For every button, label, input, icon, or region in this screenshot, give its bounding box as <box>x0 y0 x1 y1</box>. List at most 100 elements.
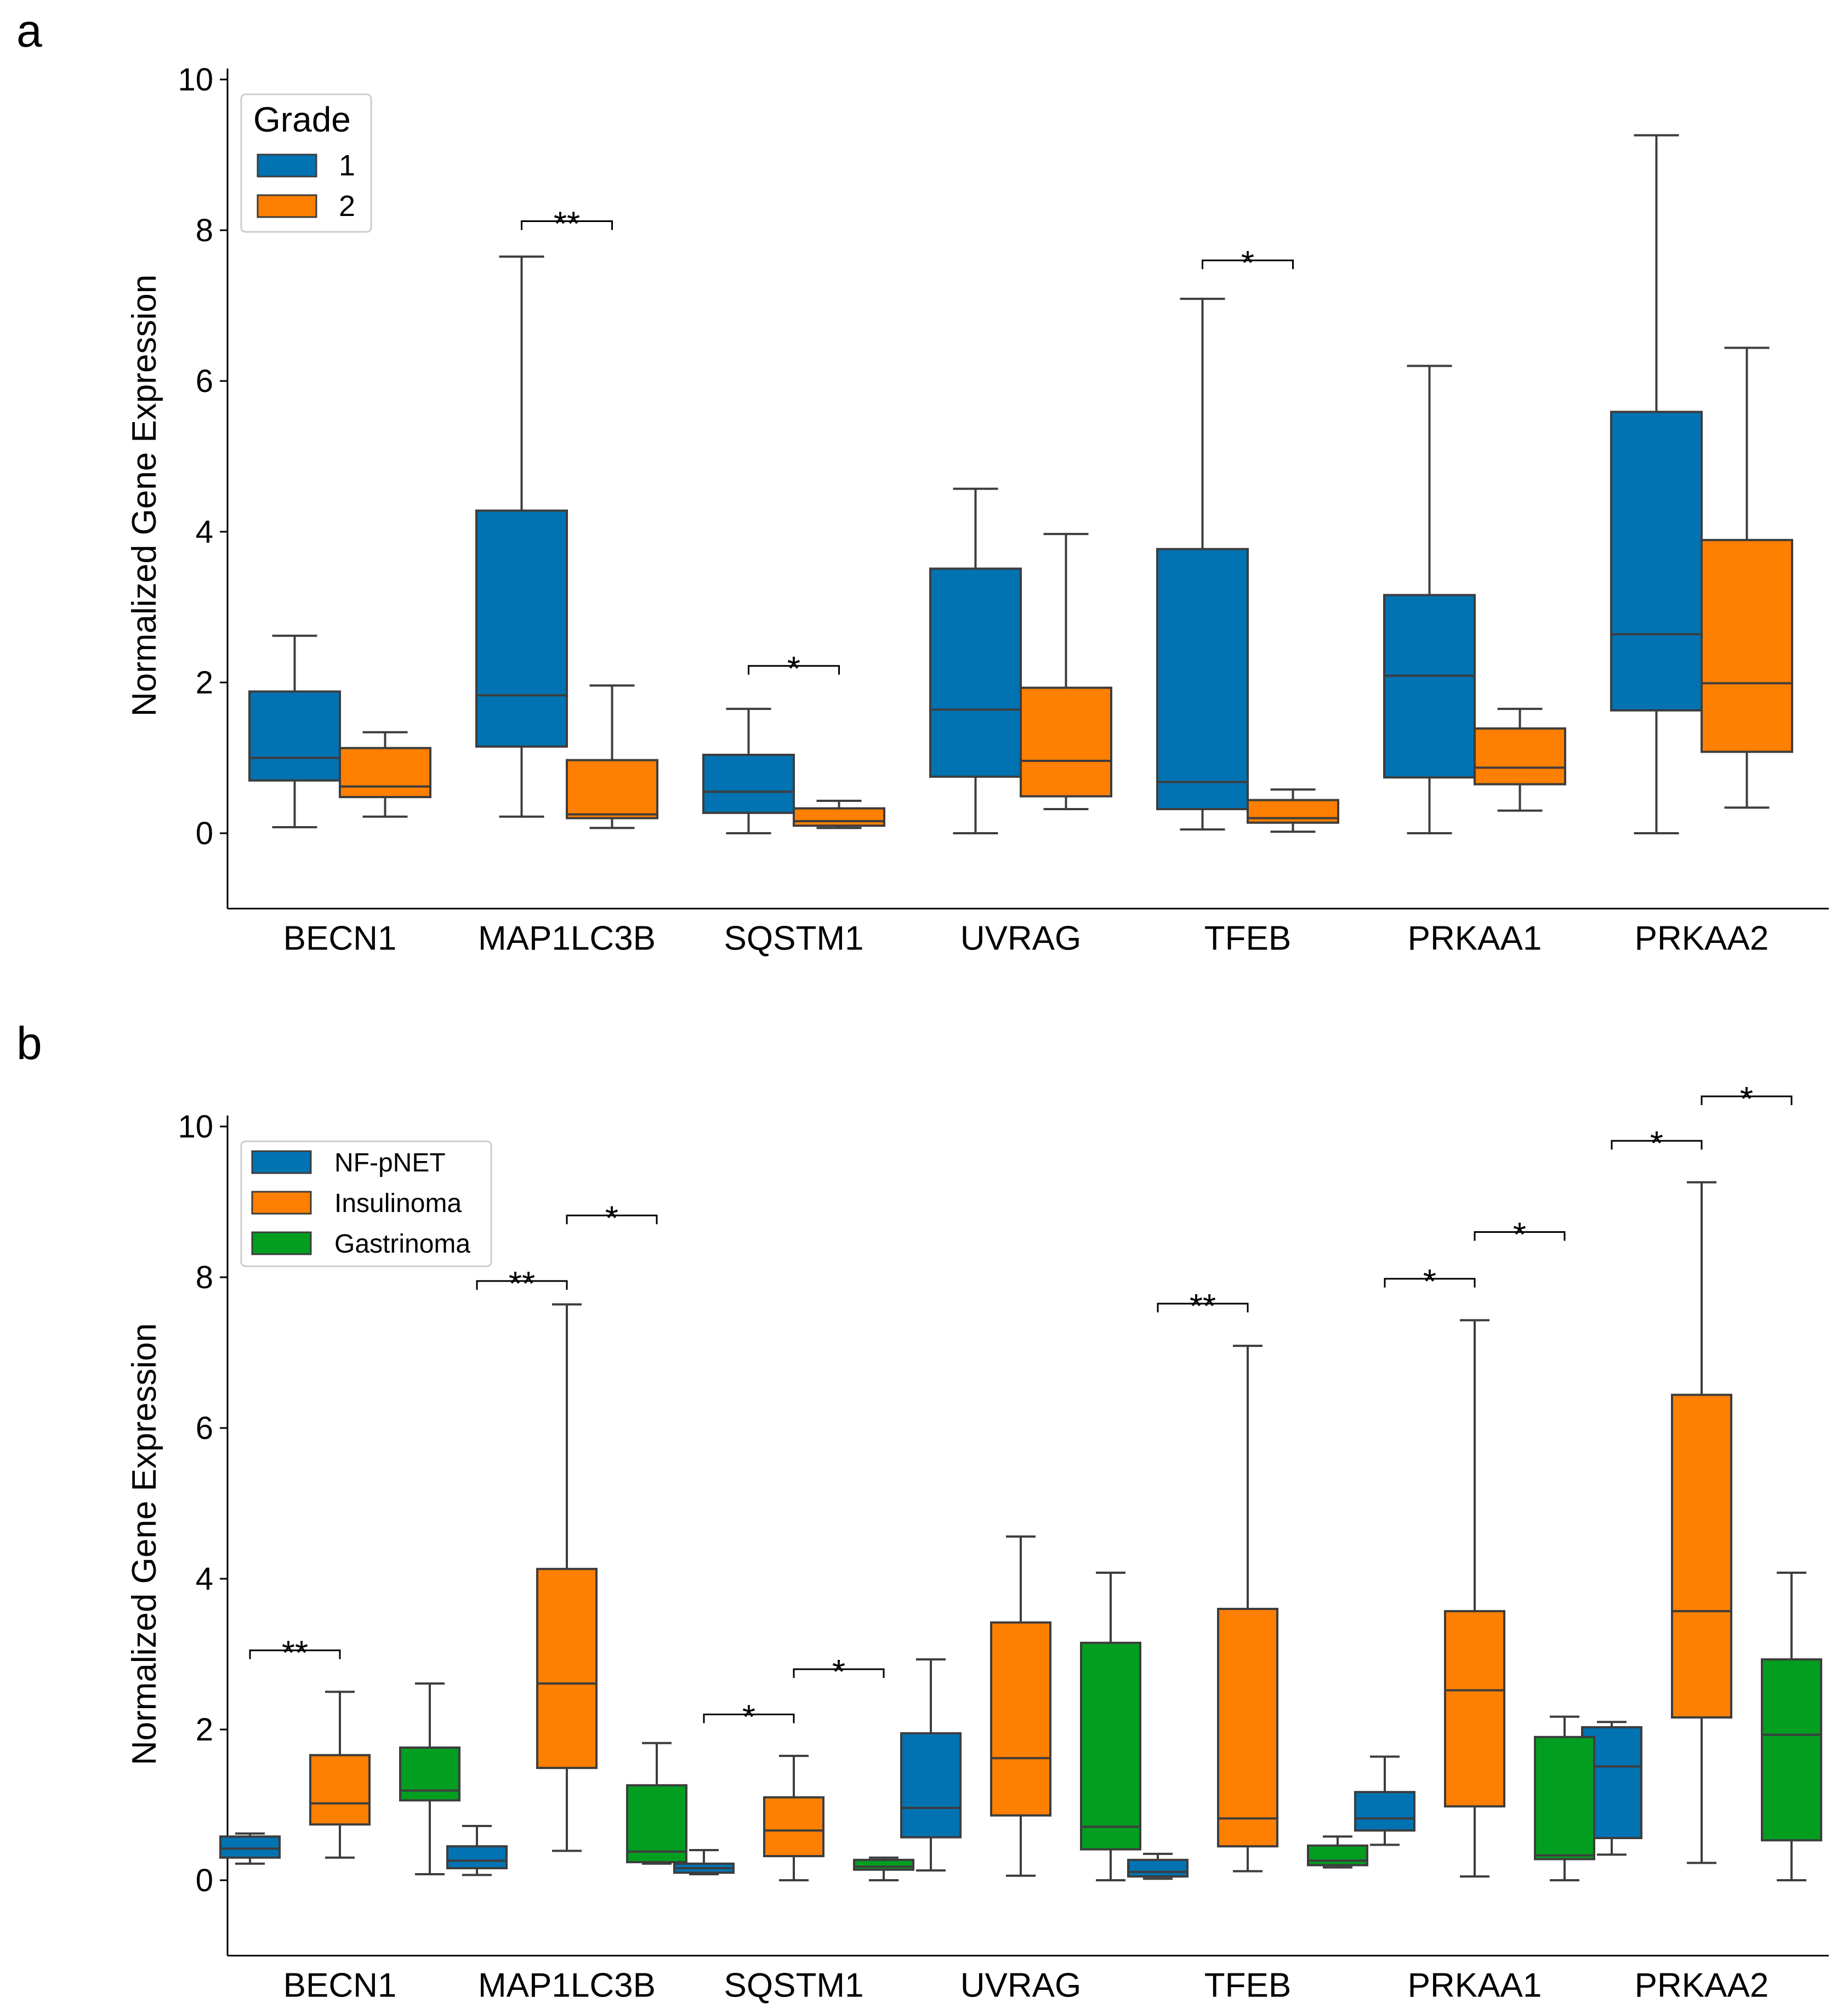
panel-a-box-prkaa1-2-iqr <box>1474 727 1566 786</box>
panel-a-box-prkaa2-1-iqr <box>1610 411 1703 712</box>
panel-b-sig-map1lc3b-nf-pnet-vs-insulinoma-label: ** <box>509 1265 535 1303</box>
panel-b-x-label-becn1: BECN1 <box>283 1967 397 2005</box>
panel-b-sig-prkaa1-insulinoma-vs-gastrinoma-bracket <box>1474 1231 1566 1241</box>
panel-b-box-map1lc3b-insulinoma <box>536 1303 598 1852</box>
panel-b-box-map1lc3b-nf-pnet <box>446 1825 508 1876</box>
panel-a-box-sqstm1-2 <box>793 799 885 829</box>
panel-b-legend-swatch-nf-pnet <box>251 1150 312 1174</box>
panel-a-box-map1lc3b-1 <box>475 255 568 818</box>
panel-b-x-label-tfeb: TFEB <box>1204 1967 1291 2005</box>
panel-a-y-tick-label-8: 8 <box>196 213 213 248</box>
panel-b-sig-map1lc3b-insulinoma-vs-gastrinoma-bracket <box>566 1214 658 1225</box>
panel-b-sig-prkaa2-nf-pnet-vs-insulinoma-bracket <box>1611 1140 1703 1150</box>
panel-b-legend-label-nf-pnet: NF-pNET <box>334 1148 446 1177</box>
panel-a-box-tfeb-2 <box>1247 788 1339 833</box>
panel-b-sig-tfeb-nf-pnet-vs-insulinoma-label: ** <box>1190 1288 1216 1325</box>
panel-b-y-tick-label-4: 4 <box>196 1561 213 1597</box>
panel-b-x-label-prkaa1: PRKAA1 <box>1408 1967 1542 2005</box>
panel-a-box-prkaa2-1 <box>1610 134 1703 834</box>
panel-a-box-uvrag-2-iqr <box>1020 686 1112 798</box>
panel-b-box-prkaa1-insulinoma <box>1444 1319 1505 1878</box>
panel-b-box-prkaa1-insulinoma-iqr <box>1444 1610 1505 1808</box>
panel-a-letter: a <box>16 5 42 56</box>
panel-b-box-uvrag-gastrinoma <box>1080 1572 1141 1881</box>
panel-a-x-label-tfeb: TFEB <box>1204 920 1291 958</box>
panel-a-sig-map1lc3b-1-vs-2-label: ** <box>554 206 580 243</box>
panel-b-box-prkaa1-gastrinoma <box>1534 1715 1595 1881</box>
panel-b: b Normalized Gene Expression 0 2 4 6 8 10 BECN… <box>16 1017 1829 2005</box>
panel-b-sig-sqstm1-insulinoma-vs-gastrinoma-bracket <box>793 1668 885 1678</box>
panel-b-legend-swatch-insulinoma <box>251 1191 312 1215</box>
panel-b-box-uvrag-nf-pnet <box>900 1658 962 1872</box>
panel-b-sig-prkaa1-nf-pnet-vs-insulinoma-bracket <box>1384 1278 1476 1288</box>
panel-a-sig-map1lc3b-1-vs-2-bracket <box>521 220 613 230</box>
panel-b-sig-sqstm1-insulinoma-vs-gastrinoma-label: * <box>832 1653 845 1691</box>
panel-b-box-prkaa2-gastrinoma-iqr <box>1761 1658 1822 1842</box>
panel-a-box-prkaa2-2-iqr <box>1701 539 1793 753</box>
panel-a-sig-tfeb-1-vs-2-label: * <box>1241 244 1254 282</box>
panel-a-box-map1lc3b-2-iqr <box>566 759 658 820</box>
panel-a-legend-swatch-1 <box>257 153 317 178</box>
panel-b-box-map1lc3b-nf-pnet-iqr <box>446 1845 508 1869</box>
panel-b-sig-becn1-nf-pnet-vs-insulinoma-bracket <box>249 1649 341 1659</box>
panel-b-box-tfeb-insulinoma <box>1217 1345 1278 1873</box>
panel-a: a Normalized Gene Expression 0 2 4 6 8 10 BECN… <box>16 5 1829 958</box>
panel-a-box-becn1-1-iqr <box>248 690 341 782</box>
panel-b-box-uvrag-insulinoma-iqr <box>990 1621 1051 1817</box>
panel-a-legend: Grade 1 2 <box>240 93 372 233</box>
panel-b-box-sqstm1-gastrinoma-iqr <box>853 1858 914 1871</box>
panel-b-box-sqstm1-gastrinoma <box>853 1856 914 1881</box>
panel-b-box-prkaa1-nf-pnet <box>1354 1755 1415 1846</box>
panel-b-sig-sqstm1-nf-pnet-vs-insulinoma-bracket <box>703 1714 795 1723</box>
panel-a-y-tick-label-2: 2 <box>196 665 213 701</box>
panel-b-box-tfeb-gastrinoma <box>1307 1835 1368 1869</box>
panel-b-box-prkaa2-gastrinoma <box>1761 1572 1822 1881</box>
panel-b-y-tick-label-6: 6 <box>196 1410 213 1446</box>
panel-b-legend: NF-pNET Insulinoma Gastrinoma <box>240 1140 492 1267</box>
panel-a-box-sqstm1-2-iqr <box>793 807 885 827</box>
panel-b-x-label-sqstm1: SQSTM1 <box>724 1967 864 2005</box>
panel-a-box-prkaa2-2 <box>1701 346 1793 809</box>
panel-b-x-label-map1lc3b: MAP1LC3B <box>478 1967 656 2005</box>
panel-b-sig-prkaa2-nf-pnet-vs-insulinoma-label: * <box>1650 1125 1663 1163</box>
panel-a-box-prkaa1-1-iqr <box>1383 594 1476 779</box>
panel-b-sig-sqstm1-nf-pnet-vs-insulinoma-label: * <box>742 1699 755 1737</box>
panel-a-y-tick-label-0: 0 <box>196 816 213 851</box>
panel-a-box-uvrag-1-iqr <box>929 567 1022 778</box>
panel-b-legend-swatch-gastrinoma <box>251 1231 312 1255</box>
panel-a-box-sqstm1-1 <box>702 708 795 834</box>
panel-a-box-map1lc3b-1-iqr <box>475 509 568 748</box>
panel-a-box-map1lc3b-2 <box>566 684 658 829</box>
panel-a-legend-title: Grade <box>253 100 351 139</box>
panel-a-y-tick-label-10: 10 <box>178 62 213 98</box>
panel-b-x-label-uvrag: UVRAG <box>960 1967 1081 2005</box>
panel-b-box-map1lc3b-gastrinoma <box>626 1742 687 1865</box>
panel-a-x-label-map1lc3b: MAP1LC3B <box>478 920 656 958</box>
panel-a-sig-sqstm1-1-vs-2-bracket <box>748 665 840 675</box>
panel-a-sig-tfeb-1-vs-2-bracket <box>1202 259 1294 269</box>
panel-b-y-tick-label-2: 2 <box>196 1712 213 1748</box>
panel-a-x-label-prkaa2: PRKAA2 <box>1635 920 1769 958</box>
panel-a-plot-area: 0 2 4 6 8 10 BECN1 MAP1LC3B SQSTM1 UVRAG TFEB PRKAA… <box>178 62 1829 958</box>
panel-b-box-prkaa1-nf-pnet-iqr <box>1354 1791 1415 1832</box>
panel-a-box-tfeb-1-iqr <box>1156 548 1249 810</box>
panel-a-x-label-sqstm1: SQSTM1 <box>724 920 864 958</box>
panel-b-box-map1lc3b-insulinoma-iqr <box>536 1568 598 1770</box>
panel-b-box-becn1-gastrinoma <box>399 1682 460 1875</box>
panel-b-sig-tfeb-nf-pnet-vs-insulinoma-bracket <box>1157 1302 1249 1313</box>
panel-b-sig-map1lc3b-insulinoma-vs-gastrinoma-label: * <box>605 1199 618 1237</box>
panel-a-box-becn1-2-iqr <box>339 747 431 798</box>
panel-b-box-becn1-insulinoma <box>309 1691 371 1859</box>
panel-b-box-uvrag-nf-pnet-iqr <box>900 1732 962 1839</box>
panel-b-box-tfeb-nf-pnet-iqr <box>1127 1858 1189 1878</box>
panel-a-x-label-uvrag: UVRAG <box>960 920 1081 958</box>
panel-a-legend-label-1: 1 <box>339 149 355 182</box>
panel-a-box-tfeb-2-iqr <box>1247 799 1339 824</box>
panel-b-box-prkaa2-insulinoma <box>1671 1181 1732 1864</box>
panel-b-box-sqstm1-nf-pnet <box>673 1849 735 1875</box>
panel-a-y-axis-title: Normalized Gene Expression <box>126 275 163 716</box>
panel-b-y-tick-label-8: 8 <box>196 1260 213 1295</box>
panel-b-y-tick-label-0: 0 <box>196 1863 213 1898</box>
panel-a-legend-label-2: 2 <box>339 190 355 223</box>
